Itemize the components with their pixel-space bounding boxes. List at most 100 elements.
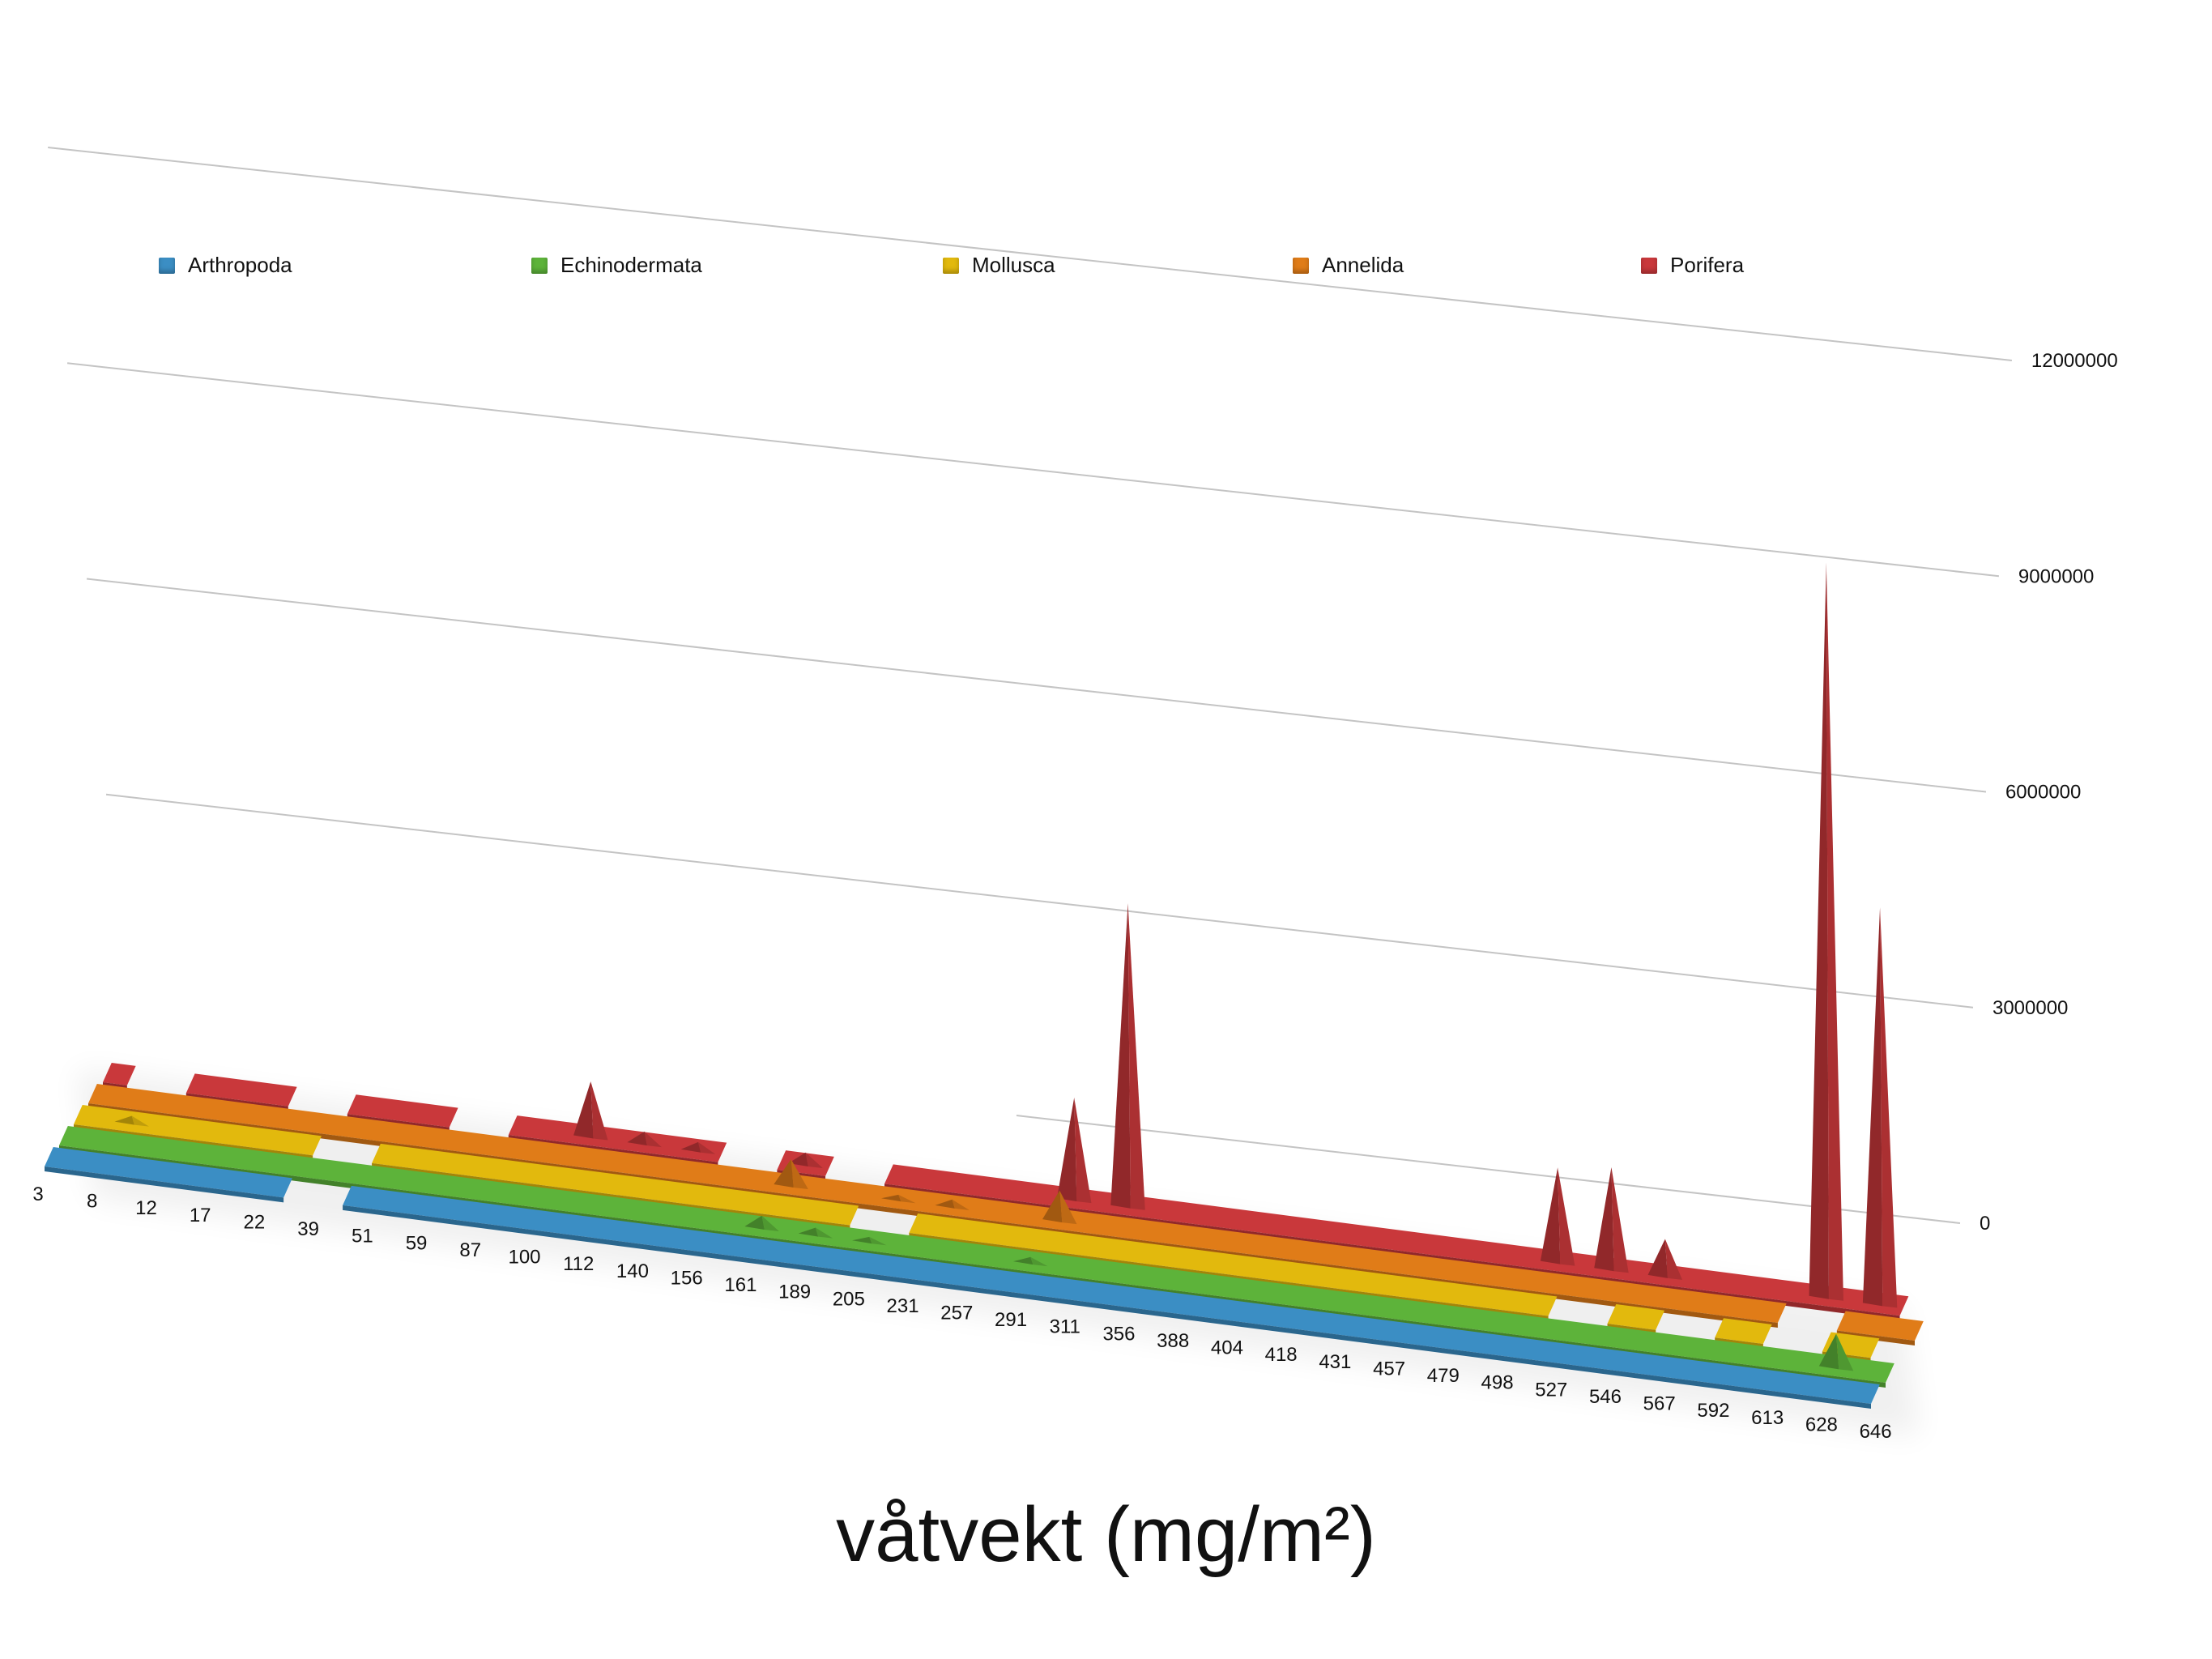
data-peak-left [798,1227,819,1237]
x-tick-label: 3 [32,1183,43,1205]
ribbon-edge [45,1166,284,1203]
data-peak-right [805,1152,823,1169]
y-tick-label: 0 [1980,1213,1990,1235]
series-layer [45,562,1924,1409]
x-axis-ticks: 3 8 12 17 22 39 51 59 87 100 112 140 156 161 189 205 231… [32,1183,1891,1443]
x-tick-label: 567 [1643,1393,1676,1415]
x-tick-label: 527 [1535,1379,1567,1401]
legend-item-porifera: Porifera [1641,253,1744,278]
ribbon-segment [185,1073,297,1107]
data-peak-right [1611,1167,1629,1273]
x-tick-label: 39 [297,1218,319,1240]
x-tick-label: 628 [1805,1414,1838,1435]
legend-item-annelida: Annelida [1293,253,1404,278]
x-tick-label: 418 [1265,1344,1298,1366]
y-tick-label: 12000000 [2031,350,2118,372]
data-peak-left [1862,907,1883,1307]
data-peak-left [935,1199,955,1209]
x-tick-label: 100 [508,1247,540,1269]
ribbon-segment [88,1084,1787,1324]
y-tick-label: 6000000 [2005,782,2081,804]
data-peak-right [131,1115,149,1127]
ribbon-segment [343,1185,1880,1404]
data-peak-right [898,1194,916,1204]
data-peak-right [1030,1256,1048,1267]
x-tick-label: 431 [1319,1351,1351,1373]
x-tick-label: 112 [563,1253,594,1275]
gridline [48,147,2013,361]
legend: Arthropoda Echinodermata Mollusca Anneli… [0,253,2212,285]
data-peak-left [1594,1167,1614,1272]
data-peak-left [680,1141,701,1153]
legend-swatch-annelida [1293,257,1309,274]
x-tick-label: 356 [1102,1323,1135,1345]
ribbon-segment [103,1063,136,1085]
data-peak-right [1836,1333,1854,1371]
data-peak-right [815,1227,833,1239]
legend-label-annelida: Annelida [1322,253,1404,277]
chart-title: våtvekt (mg/m²) [836,1491,1376,1578]
x-tick-label: 257 [940,1303,973,1324]
gridline [105,793,1974,1009]
x-tick-label: 59 [406,1232,428,1254]
x-tick-label: 291 [995,1309,1027,1331]
ribbon-segment [45,1147,292,1198]
data-peak-right [761,1215,779,1232]
data-peak-left [788,1152,808,1167]
data-peak-right [1074,1097,1092,1204]
x-tick-label: 140 [616,1260,649,1282]
data-peak-left [1042,1190,1063,1223]
x-tick-label: 17 [190,1205,211,1226]
data-peak-right [1664,1239,1683,1280]
data-peak-right [1826,562,1843,1301]
x-tick-label: 8 [87,1191,97,1213]
data-peak-left [744,1215,765,1230]
x-tick-label: 231 [887,1295,919,1317]
data-peak-right [1880,907,1898,1308]
legend-swatch-porifera [1641,257,1657,274]
data-peak-right [697,1141,716,1154]
data-peak-left [1013,1256,1034,1265]
data-peak-right [590,1081,608,1141]
y-tick-label: 9000000 [2018,565,2094,587]
x-tick-label: 479 [1427,1365,1460,1387]
data-peak-left [627,1131,647,1146]
data-peak-left [573,1081,594,1139]
x-tick-label: 156 [671,1267,703,1289]
x-tick-label: 388 [1157,1330,1189,1352]
data-peak-right [952,1199,970,1210]
legend-label-porifera: Porifera [1670,253,1745,277]
x-tick-label: 12 [135,1197,157,1219]
legend-item-arthropoda: Arthropoda [159,253,292,278]
data-peak-right [1127,902,1145,1210]
x-tick-label: 592 [1697,1400,1729,1422]
ribbon-segment [74,1105,322,1156]
x-tick-label: 311 [1050,1316,1080,1338]
x-tick-label: 205 [833,1288,865,1310]
legend-label-arthropoda: Arthropoda [188,253,292,277]
ribbon-segment [909,1213,1558,1316]
gridlines [48,147,2013,1224]
ribbon-segment [347,1094,458,1128]
data-peak-left [1809,562,1829,1299]
series-arthropoda [45,1147,1880,1409]
legend-swatch-echinodermata [531,257,548,274]
y-axis-ticks: 0 3000000 6000000 9000000 12000000 [1980,350,2118,1235]
data-peak-right [1558,1167,1575,1266]
ribbon-segment [1836,1311,1924,1341]
legend-swatch-mollusca [943,257,959,274]
legend-label-mollusca: Mollusca [972,253,1055,277]
x-tick-label: 498 [1481,1372,1514,1394]
data-peak-right [644,1131,662,1148]
legend-item-echinodermata: Echinodermata [531,253,702,278]
x-tick-label: 457 [1373,1358,1405,1380]
data-peak-right [791,1158,808,1190]
ribbon-segment [508,1115,727,1162]
x-tick-label: 613 [1751,1407,1784,1429]
x-tick-label: 404 [1211,1337,1243,1359]
gridline-baseline [1016,1115,1961,1224]
gridline [86,578,1987,793]
data-peak-left [1540,1167,1561,1265]
data-peak-left [1818,1333,1839,1370]
